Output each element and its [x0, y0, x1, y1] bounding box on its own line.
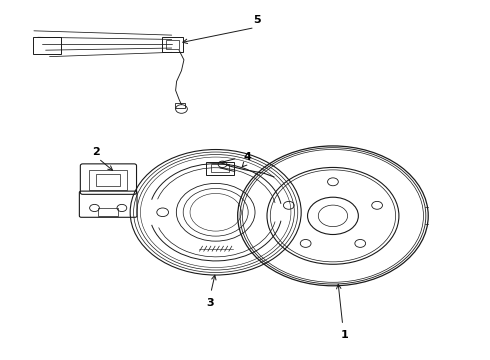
Text: 4: 4 [243, 152, 251, 162]
Text: 1: 1 [341, 330, 348, 340]
Text: 3: 3 [206, 298, 214, 308]
Text: 5: 5 [253, 15, 261, 25]
Text: 2: 2 [93, 147, 100, 157]
